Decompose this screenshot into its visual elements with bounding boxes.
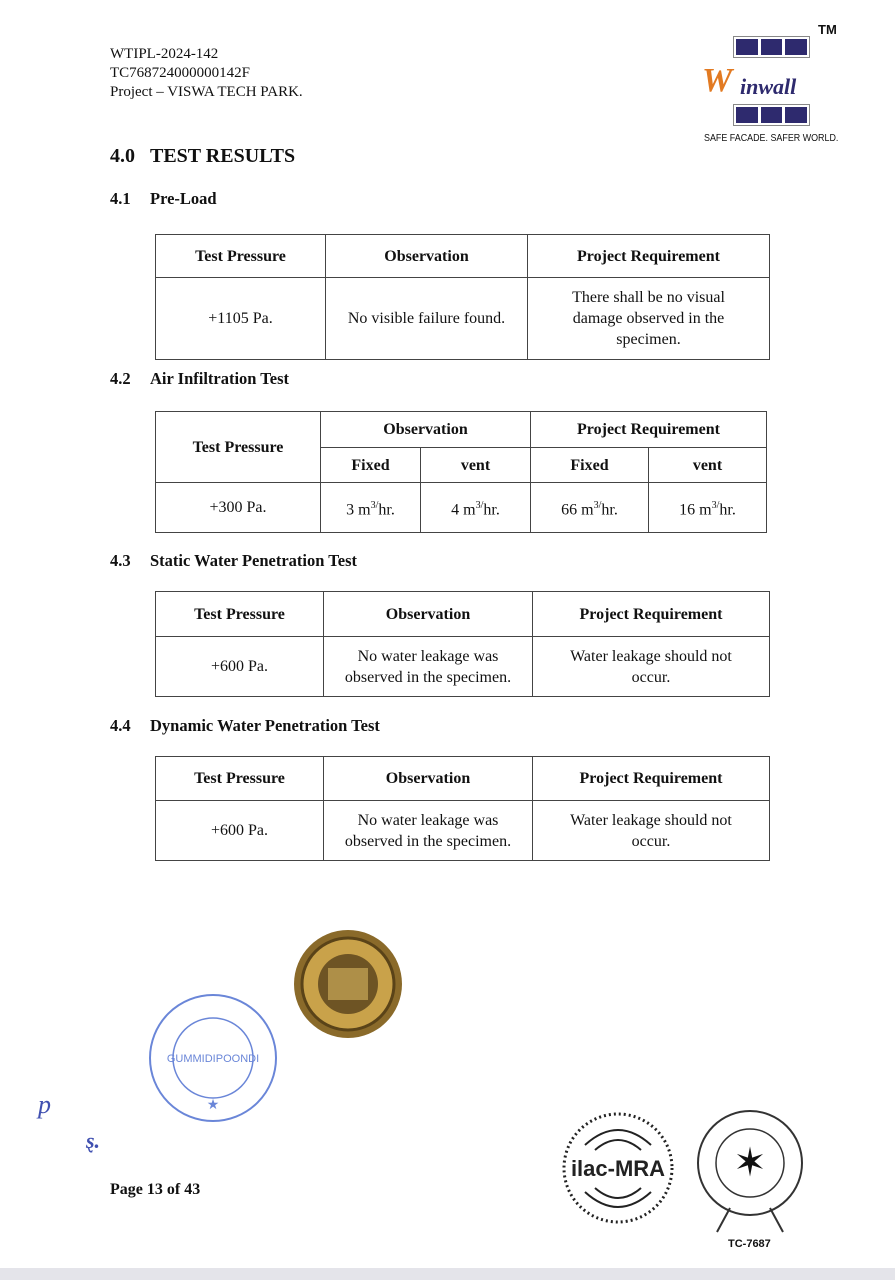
cell-pressure: +600 Pa.: [155, 800, 324, 861]
trademark: TM: [818, 22, 837, 37]
header-project-requirement: Project Requirement: [532, 591, 770, 637]
header-obs-fixed: Fixed: [320, 447, 421, 483]
logo-w: W: [702, 62, 733, 99]
cell-observation: No water leakage was observed in the spe…: [323, 636, 533, 697]
svg-text:GUMMIDIPOONDI: GUMMIDIPOONDI: [167, 1053, 259, 1065]
table-row: +600 Pa. No water leakage was observed in…: [155, 636, 770, 697]
cell-observation: No water leakage was observed in the spe…: [323, 800, 533, 861]
cell-pressure: +600 Pa.: [155, 636, 324, 697]
doc-number: WTIPL-2024-142: [110, 46, 219, 62]
header-test-pressure: Test Pressure: [155, 756, 324, 801]
company-stamp: GUMMIDIPOONDI ★: [149, 994, 277, 1122]
header-test-pressure: Test Pressure: [155, 591, 324, 637]
page-bottom-bar: [0, 1268, 895, 1280]
static-water-table: Test Pressure Observation Project Requirem…: [155, 591, 770, 697]
svg-text:✶: ✶: [733, 1140, 767, 1185]
cell-req-vent: 16 m3/hr.: [648, 482, 767, 533]
subsection-4-3-title: 4.3 Static Water Penetration Test: [110, 551, 357, 570]
svg-text:ilac-MRA: ilac-MRA: [571, 1156, 665, 1181]
header-observation: Observation: [323, 591, 533, 637]
header-test-pressure: Test Pressure: [155, 411, 321, 483]
header-req-fixed: Fixed: [530, 447, 649, 483]
cell-observation: No visible failure found.: [325, 277, 528, 360]
logo-wordmark: inwall: [740, 74, 797, 99]
signature-mark: p: [38, 1090, 51, 1119]
logo-panels-top: [733, 36, 810, 58]
logo-panels-bottom: [733, 104, 810, 126]
svg-text:★: ★: [207, 1098, 220, 1113]
header-obs-vent: vent: [420, 447, 531, 483]
nabl-code: TC-7687: [728, 1238, 771, 1250]
cell-requirement: Water leakage should not occur.: [532, 800, 770, 861]
air-infiltration-table: Test Pressure Observation Project Requirem…: [155, 411, 767, 533]
header-observation: Observation: [320, 411, 531, 448]
cell-pressure: +1105 Pa.: [155, 277, 326, 360]
dynamic-water-table: Test Pressure Observation Project Requirem…: [155, 756, 770, 861]
subsection-4-2-title: 4.2 Air Infiltration Test: [110, 369, 290, 388]
header-observation: Observation: [325, 234, 528, 278]
table-row: +300 Pa. 3 m3/hr. 4 m3/hr. 66 m3/hr. 16 …: [155, 482, 767, 533]
table-row: +600 Pa. No water leakage was observed in…: [155, 800, 770, 861]
header-project-requirement: Project Requirement: [532, 756, 770, 801]
cell-obs-vent: 4 m3/hr.: [420, 482, 531, 533]
cell-requirement: There shall be no visual damage observed…: [527, 277, 770, 360]
cell-req-fixed: 66 m3/hr.: [530, 482, 649, 533]
table-row: +1105 Pa. No visible failure found. There …: [155, 277, 770, 360]
section-title: 4.0 TEST RESULTS: [110, 145, 296, 167]
hologram-seal: [294, 930, 402, 1038]
document-header: WTIPL-2024-142 TC768724000000142F Projec…: [110, 45, 303, 102]
nabl-logo: ✶: [697, 1110, 803, 1233]
subsection-4-1-title: 4.1 Pre-Load: [110, 189, 217, 208]
header-project-requirement: Project Requirement: [527, 234, 770, 278]
page-number: Page 13 of 43: [110, 1181, 201, 1198]
header-req-vent: vent: [648, 447, 767, 483]
project-name: Project – VISWA TECH PARK.: [110, 84, 303, 100]
signature-initials: ȿ.: [86, 1128, 101, 1153]
cell-pressure: +300 Pa.: [155, 482, 321, 533]
subsection-4-4-title: 4.4 Dynamic Water Penetration Test: [110, 716, 380, 735]
cell-obs-fixed: 3 m3/hr.: [320, 482, 421, 533]
ilac-mra-logo: ilac-MRA: [562, 1112, 674, 1224]
header-observation: Observation: [323, 756, 533, 801]
header-test-pressure: Test Pressure: [155, 234, 326, 278]
winwall-logo: TM W inwall SAFE FACADE. SAFER WORLD.: [700, 20, 845, 150]
header-project-requirement: Project Requirement: [530, 411, 767, 448]
logo-tagline: SAFE FACADE. SAFER WORLD.: [704, 132, 839, 144]
preload-table: Test Pressure Observation Project Requirem…: [155, 234, 770, 360]
certificate-number: TC768724000000142F: [110, 65, 251, 81]
cell-requirement: Water leakage should not occur.: [532, 636, 770, 697]
